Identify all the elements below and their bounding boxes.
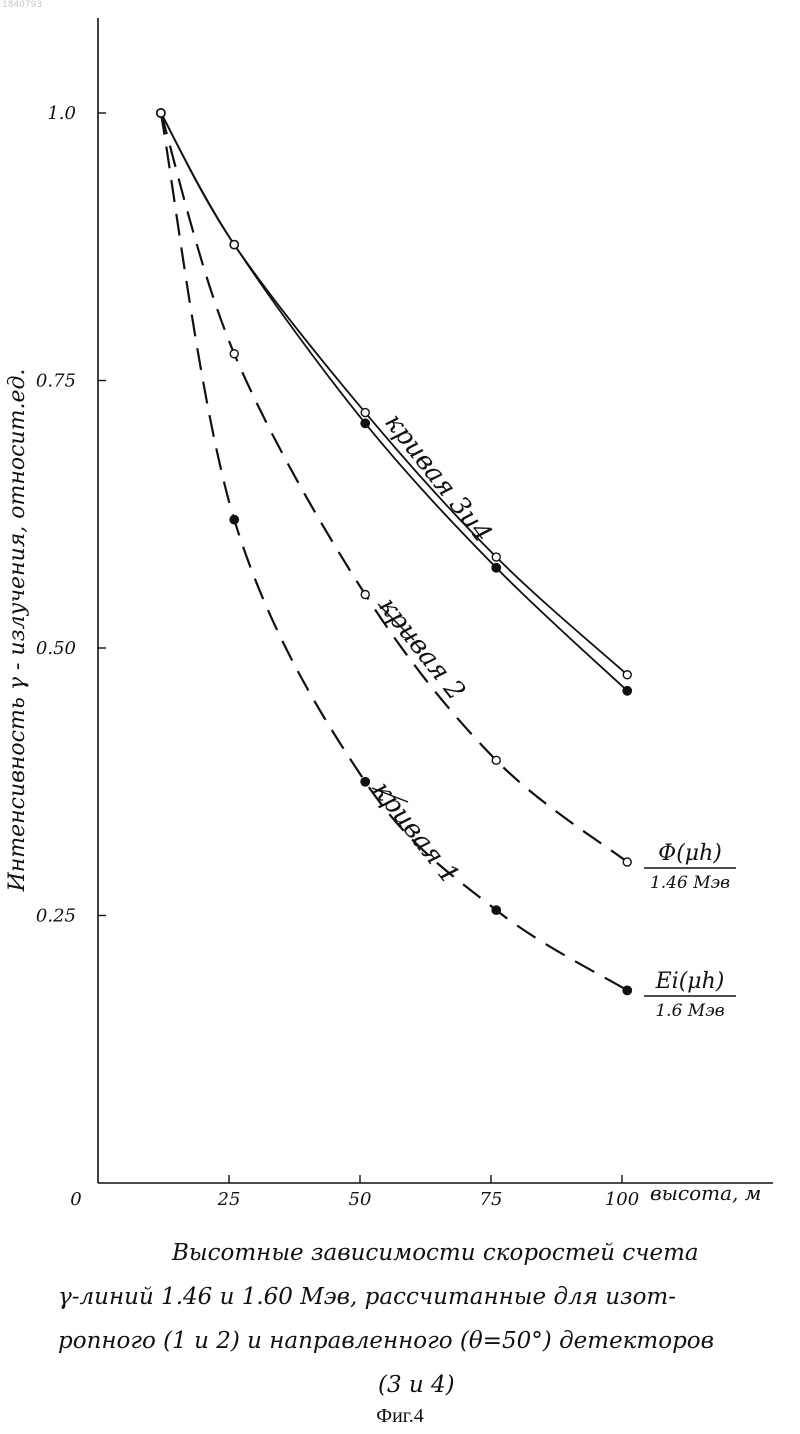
chart-annotations: кривая 3и4 кривая 2 кривая 1 Φ(μh) 1.46 Мэв E… <box>366 408 736 1021</box>
chart-tick-labels: 0 25 50 75 100 0.25 0.50 0.75 1.0 <box>36 103 639 1210</box>
figure-label: Фиг.4 <box>0 1405 800 1428</box>
x-tick-label: 25 <box>217 1189 241 1210</box>
data-point <box>623 671 631 679</box>
y-tick-label: 0.25 <box>36 906 76 927</box>
data-point <box>230 241 238 249</box>
caption-line-4: (3 и 4) <box>378 1372 455 1398</box>
data-point <box>623 687 631 695</box>
y-tick-label: 0.50 <box>36 638 76 659</box>
caption-line-1: Высотные зависимости скоростей счета <box>172 1240 699 1266</box>
data-point <box>623 858 631 866</box>
data-point <box>230 515 238 523</box>
data-point <box>230 350 238 358</box>
data-point <box>623 986 631 994</box>
y-tick-label: 0.75 <box>36 371 76 392</box>
y-tick-label: 1.0 <box>47 103 76 124</box>
data-point <box>492 906 500 914</box>
data-point <box>492 553 500 561</box>
x-axis-label: высота, м <box>650 1181 761 1205</box>
curve-2-label: кривая 2 <box>372 592 470 706</box>
phi-annotation-numerator: Φ(μh) <box>658 841 722 866</box>
data-point <box>157 109 165 117</box>
ei-annotation-numerator: Ei(μh) <box>655 969 725 994</box>
data-point <box>492 756 500 764</box>
chart-markers <box>157 109 632 995</box>
x-tick-label: 0 <box>70 1189 81 1210</box>
caption-line-2: γ-линий 1.46 и 1.60 Мэв, рассчитанные дл… <box>58 1284 676 1310</box>
data-point <box>361 419 369 427</box>
data-point <box>361 591 369 599</box>
series-line-2 <box>161 113 627 862</box>
curve-3-4-label: кривая 3и4 <box>378 408 497 549</box>
x-tick-label: 50 <box>349 1189 372 1210</box>
x-tick-label: 100 <box>605 1189 639 1210</box>
phi-annotation-denominator: 1.46 Мэв <box>650 873 730 893</box>
ei-annotation-denominator: 1.6 Мэв <box>655 1001 724 1021</box>
series-line-4 <box>161 113 627 675</box>
caption-line-3: ропного (1 и 2) и направленного (θ=50°) … <box>58 1328 714 1354</box>
curve-1-label: кривая 1 <box>366 776 464 890</box>
data-point <box>492 564 500 572</box>
data-point <box>361 409 369 417</box>
x-tick-label: 75 <box>480 1189 503 1210</box>
data-point <box>361 778 369 786</box>
y-axis-label: Интенсивность γ - излучения, относит.ед. <box>5 369 30 893</box>
